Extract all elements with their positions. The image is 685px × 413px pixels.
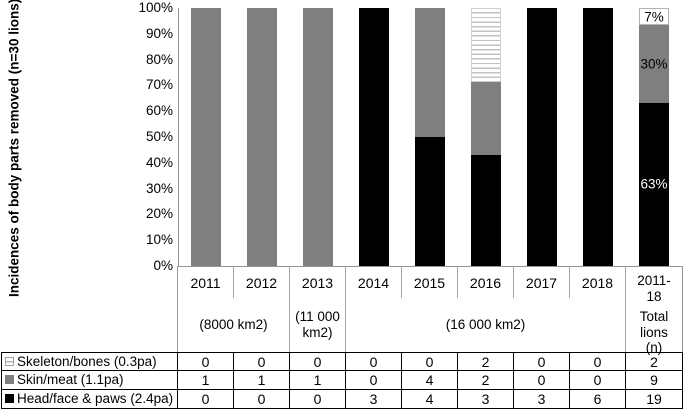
value-cell: 3 bbox=[458, 389, 514, 408]
y-tick-label: 10% bbox=[145, 232, 173, 248]
y-tick-label: 30% bbox=[145, 180, 173, 196]
year-cell: 2015 bbox=[402, 267, 458, 298]
value-cell: 4 bbox=[402, 371, 458, 390]
value-cell: 0 bbox=[570, 353, 626, 372]
bar-segment-black bbox=[359, 8, 389, 266]
plot-area: 63% 30% 7% bbox=[178, 8, 683, 266]
bar-segment-gray bbox=[191, 8, 221, 266]
legend-label: Skeleton/bones (0.3pa) bbox=[17, 354, 157, 370]
value-cell: 6 bbox=[570, 389, 626, 408]
legend-label: Skin/meat (1.1pa) bbox=[17, 372, 124, 388]
bar-segment-hatched bbox=[471, 8, 501, 82]
value-cell: 0 bbox=[290, 389, 346, 408]
year-cell: 2011 bbox=[178, 267, 234, 298]
bar-segment-gray bbox=[415, 8, 445, 137]
bar-segment-black bbox=[527, 8, 557, 266]
region-group-cell: (16 000 km2) bbox=[346, 298, 626, 352]
value-cell: 0 bbox=[346, 371, 402, 390]
value-cell: 1 bbox=[290, 371, 346, 390]
x-axis-category-header: 2011 2012 2013 2014 2015 2016 2017 2018 (8000 km… bbox=[177, 266, 683, 355]
value-cell: 19 bbox=[646, 390, 662, 407]
y-tick-label: 40% bbox=[145, 154, 173, 170]
bar-segment-gray bbox=[247, 8, 277, 266]
y-tick-label: 20% bbox=[145, 206, 173, 222]
y-tick-label: 60% bbox=[145, 103, 173, 119]
bar-segment-percent-label: 7% bbox=[644, 9, 664, 25]
y-tick-label: 90% bbox=[145, 25, 173, 41]
value-cell: 3 bbox=[346, 389, 402, 408]
year-cell: 2016 bbox=[458, 267, 514, 298]
y-tick-label: 50% bbox=[145, 129, 173, 144]
legend-swatch-gray bbox=[5, 375, 14, 385]
year-cell: 2012 bbox=[234, 267, 290, 298]
bar-segment-black: 63% bbox=[639, 102, 669, 266]
data-table: Skeleton/bones (0.3pa) 0 0 0 0 0 2 0 0 2 Skin/meat… bbox=[1, 352, 683, 409]
value-cell: 2 bbox=[458, 371, 514, 390]
total-column-header-caption: Total lions (n) bbox=[639, 309, 669, 356]
value-cell: 0 bbox=[346, 353, 402, 372]
bar-segment-gray bbox=[471, 81, 501, 156]
value-cell: 0 bbox=[290, 353, 346, 372]
y-tick-label: 0% bbox=[153, 258, 173, 273]
bar-segment-percent-label: 30% bbox=[640, 56, 668, 72]
value-cell: 1 bbox=[234, 371, 290, 390]
value-cell: 4 bbox=[402, 389, 458, 408]
legend-swatch-hatched bbox=[5, 357, 14, 367]
y-tick-label: 70% bbox=[145, 77, 173, 93]
value-cell: 0 bbox=[514, 371, 570, 390]
value-cell: 0 bbox=[178, 389, 234, 408]
value-cell: 0 bbox=[178, 353, 234, 372]
y-tick-label: 100% bbox=[138, 0, 173, 15]
year-cell: 2018 bbox=[570, 267, 626, 298]
total-column-header: 2011-18 Total lions (n) bbox=[626, 267, 682, 355]
total-column-header-years: 2011-18 bbox=[637, 273, 671, 304]
year-cell: 2017 bbox=[514, 267, 570, 298]
legend-cell: Skeleton/bones (0.3pa) bbox=[2, 353, 178, 372]
legend-cell: Head/face & paws (2.4pa) bbox=[2, 389, 178, 408]
bar-segment-black bbox=[471, 155, 501, 266]
bar-segment-hatched: 7% bbox=[639, 8, 669, 26]
region-group-cell: (11 000 km2) bbox=[290, 298, 346, 352]
bar-segment-black bbox=[415, 137, 445, 266]
legend-swatch-black bbox=[5, 394, 14, 404]
value-cell: 0 bbox=[402, 353, 458, 372]
year-cell: 2014 bbox=[346, 267, 402, 298]
value-cell: 0 bbox=[514, 353, 570, 372]
y-axis-tick-labels: 100% 90% 80% 70% 60% 50% 40% 30% 20% 10% 0% bbox=[0, 0, 173, 280]
bar-segment-black bbox=[583, 8, 613, 266]
y-tick-label: 80% bbox=[145, 51, 173, 67]
legend-cell: Skin/meat (1.1pa) bbox=[2, 371, 178, 390]
value-cell: 0 bbox=[570, 371, 626, 390]
value-cell: 1 bbox=[178, 371, 234, 390]
value-cell: 2 bbox=[458, 353, 514, 372]
value-cell: 0 bbox=[234, 389, 290, 408]
bar-segment-gray bbox=[303, 8, 333, 266]
value-cell: 9 bbox=[626, 371, 682, 390]
value-cell: 2 bbox=[626, 353, 682, 372]
value-cell: 3 bbox=[514, 389, 570, 408]
value-cell: 0 bbox=[234, 353, 290, 372]
year-cell: 2013 bbox=[290, 267, 346, 298]
region-group-cell: (8000 km2) bbox=[178, 298, 290, 352]
legend-label: Head/face & paws (2.4pa) bbox=[17, 391, 174, 407]
bar-segment-percent-label: 63% bbox=[640, 176, 668, 192]
bar-segment-gray: 30% bbox=[639, 25, 669, 103]
